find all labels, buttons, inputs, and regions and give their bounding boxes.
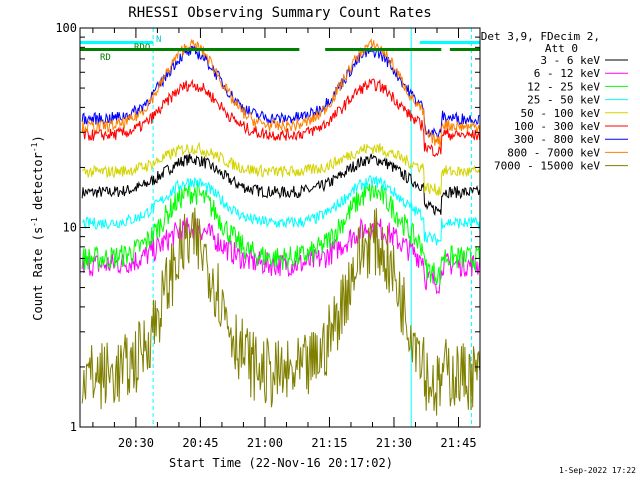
x-tick-label: 20:45	[182, 436, 218, 450]
annotation-rdo: RDO	[134, 43, 150, 53]
y-axis-label: Count Rate (s-1 detector-1)	[30, 135, 45, 320]
flag-bar	[419, 41, 480, 44]
x-tick-label: 21:15	[311, 436, 347, 450]
legend-entry-label: 100 - 300 keV	[514, 120, 600, 133]
legend-title-2: Att 0	[545, 42, 578, 55]
flag-bar	[80, 48, 300, 51]
legend-entry-label: 7000 - 15000 keV	[494, 160, 600, 173]
series-line	[81, 37, 480, 148]
legend-entry-label: 300 - 800 keV	[514, 133, 600, 146]
x-tick-label: 21:30	[376, 436, 412, 450]
annotation-n: N	[156, 35, 161, 45]
series-line	[81, 182, 480, 286]
y-tick-label: 100	[55, 21, 77, 35]
flag-bar	[325, 48, 442, 51]
series-line	[81, 175, 480, 246]
legend-entry-label: 3 - 6 keV	[540, 54, 600, 67]
legend-entry-label: 12 - 25 keV	[527, 80, 600, 93]
date-stamp: 1-Sep-2022 17:22	[559, 466, 636, 475]
series-line	[81, 217, 480, 295]
series-line	[81, 153, 480, 216]
chart-title: RHESSI Observing Summary Count Rates	[128, 5, 431, 21]
annotation-rd: RD	[100, 53, 111, 63]
legend-title-1: Det 3,9, FDecim 2,	[481, 30, 600, 43]
y-tick-label: 10	[63, 221, 77, 235]
series-line	[81, 141, 480, 196]
series-layer	[81, 37, 480, 416]
flag-bar	[80, 41, 154, 44]
legend-entry-label: 6 - 12 keV	[534, 67, 601, 80]
series-line	[81, 207, 480, 416]
legend-entry-label: 800 - 7000 keV	[507, 146, 600, 159]
x-axis: 20:30 20:45 21:00 21:15 21:30 21:45	[92, 28, 481, 450]
legend-entry-label: 25 - 50 keV	[527, 94, 600, 107]
x-tick-label: 20:30	[118, 436, 154, 450]
y-tick-label: 1	[70, 420, 77, 434]
x-axis-label: Start Time (22-Nov-16 20:17:02)	[169, 456, 393, 470]
flag-bar	[449, 48, 480, 51]
legend-entry-label: 50 - 100 keV	[521, 107, 601, 120]
x-tick-label: 21:45	[440, 436, 476, 450]
y-axis: 1 10 100	[55, 21, 480, 434]
x-tick-label: 21:00	[247, 436, 283, 450]
series-line	[81, 78, 480, 158]
flag-bars	[80, 41, 480, 51]
